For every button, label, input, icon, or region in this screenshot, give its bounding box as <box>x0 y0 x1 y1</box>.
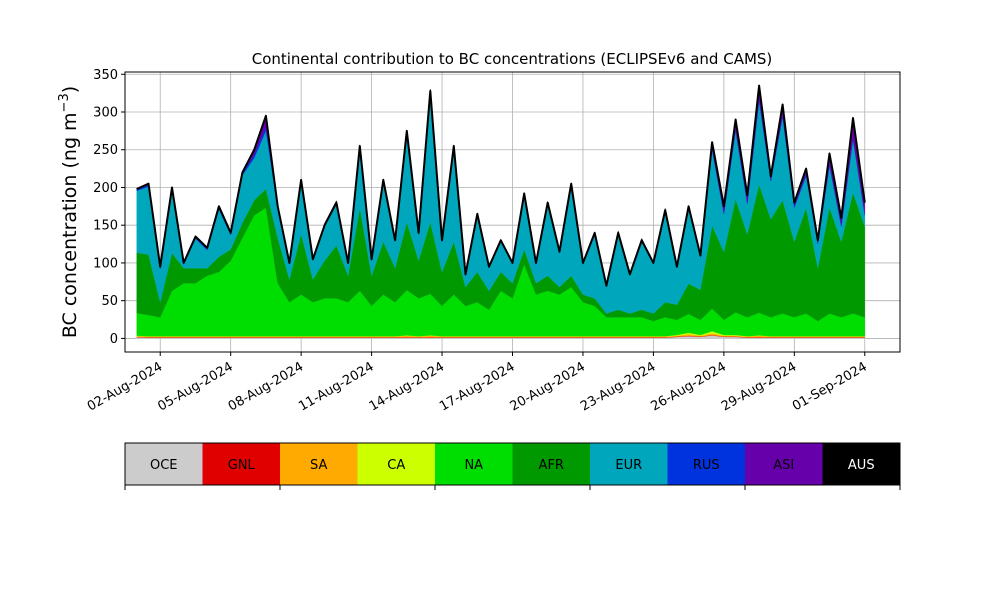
y-tick-label: 200 <box>93 181 118 196</box>
legend-label-asi: ASI <box>773 458 794 473</box>
legend-swatch-rus <box>667 443 746 485</box>
y-tick-label: 350 <box>93 68 118 83</box>
legend-label-sa: SA <box>310 458 327 473</box>
legend-swatch-oce <box>125 443 203 485</box>
legend-swatch-sa <box>280 443 358 485</box>
legend-swatch-na <box>435 443 513 485</box>
legend-label-ca: CA <box>387 458 405 473</box>
legend-frame <box>124 442 901 486</box>
legend-colorbar: OCE GNL SA CA NA AFR EUR RUS ASI AUS <box>124 442 901 490</box>
y-tick-label: 150 <box>93 219 118 234</box>
total-line <box>136 84 866 287</box>
y-axis-label-superscript: −3 <box>57 93 72 112</box>
legend-swatch-eur <box>590 443 668 485</box>
plot-area <box>124 71 901 353</box>
legend-swatch-aus <box>822 443 901 485</box>
chart-title: Continental contribution to BC concentra… <box>252 50 773 68</box>
y-axis: 0 50 100 150 200 250 300 350 <box>93 68 125 347</box>
legend-label-eur: EUR <box>615 458 642 473</box>
y-axis-label-close: ) <box>59 86 81 93</box>
legend-swatch-ca <box>357 443 436 485</box>
legend-swatch-asi <box>745 443 823 485</box>
y-axis-label: BC concentration (ng m−3) <box>57 86 81 338</box>
legend-label-na: NA <box>464 458 483 473</box>
y-tick-label: 250 <box>93 143 118 158</box>
legend-label-gnl: GNL <box>228 458 256 473</box>
y-tick-label: 50 <box>101 294 118 309</box>
y-tick-label: 300 <box>93 106 118 121</box>
legend-label-oce: OCE <box>150 458 178 473</box>
legend-label-rus: RUS <box>693 458 720 473</box>
y-tick-label: 100 <box>93 256 118 271</box>
legend-swatch-afr <box>512 443 591 485</box>
legend-label-aus: AUS <box>848 458 875 473</box>
total-line-series <box>136 84 866 287</box>
legend-swatch-gnl <box>202 443 281 485</box>
legend-label-afr: AFR <box>539 458 564 473</box>
y-axis-label-text: BC concentration (ng m <box>59 112 81 338</box>
y-tick-label: 0 <box>110 332 118 347</box>
